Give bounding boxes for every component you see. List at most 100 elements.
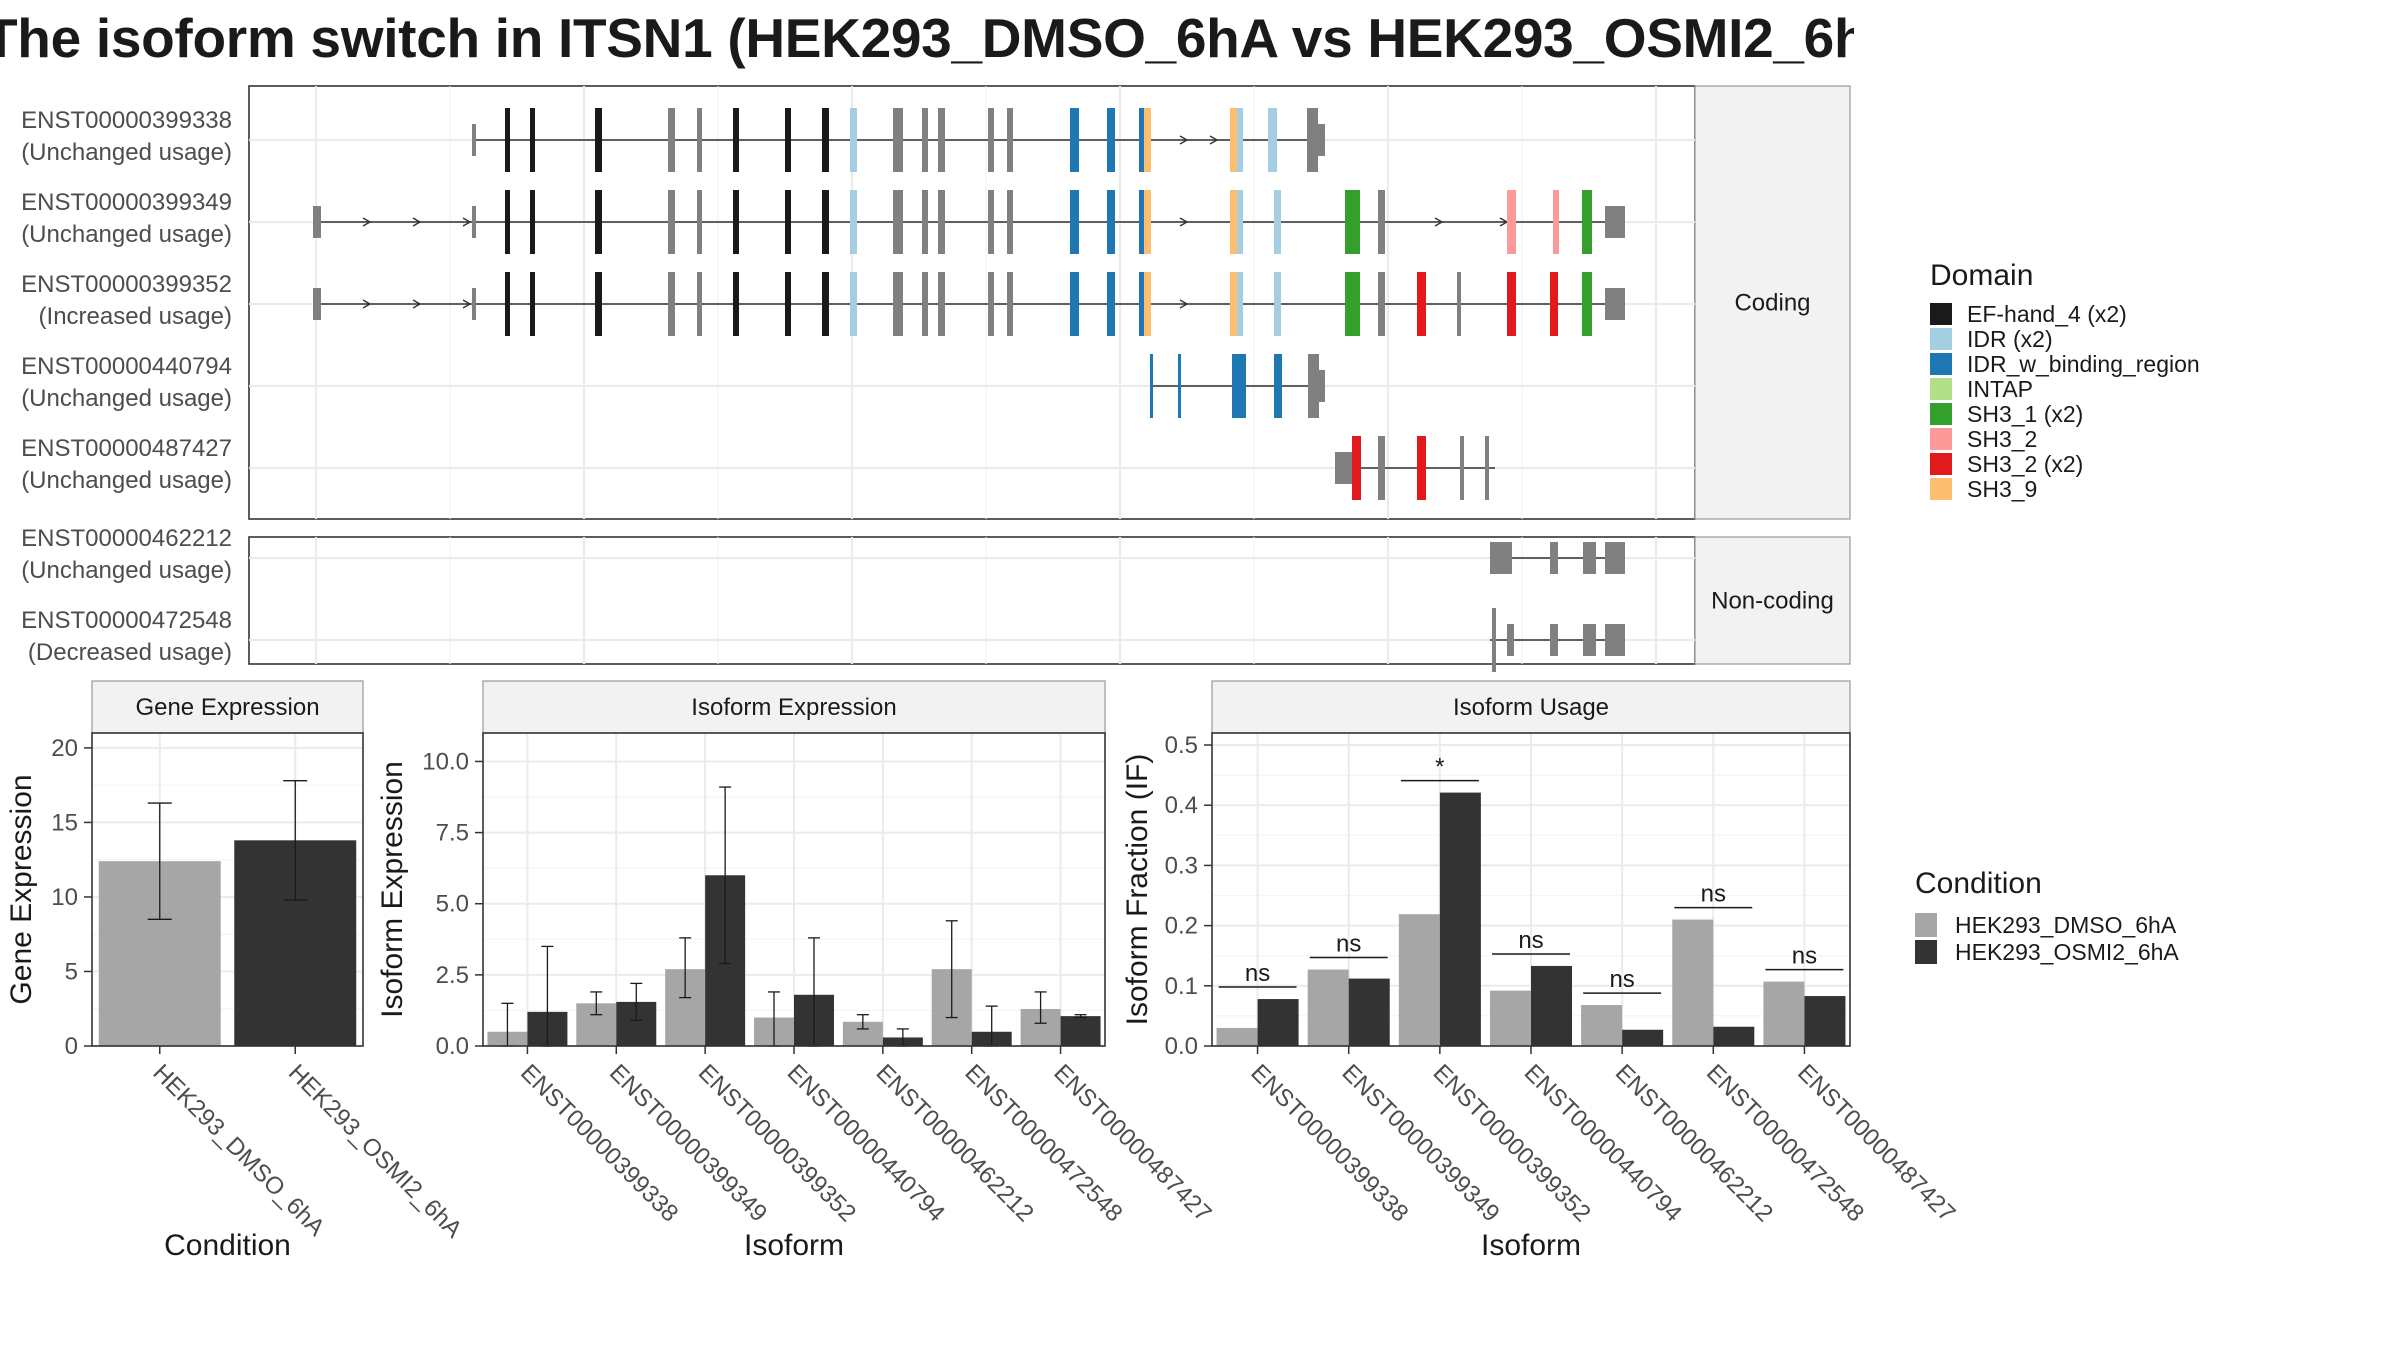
transcript-ENST00000487427 <box>1335 436 1495 500</box>
exon <box>1268 108 1277 172</box>
structure-panel-border <box>248 536 1696 665</box>
y-tick-label: 0.3 <box>1165 852 1198 879</box>
isoform-usage-label: (Unchanged usage) <box>21 139 232 166</box>
significance-label: ns <box>1609 966 1634 993</box>
significance-label: ns <box>1792 943 1817 970</box>
isoform-usage-label: (Increased usage) <box>39 303 232 330</box>
y-tick-label: 7.5 <box>436 820 469 847</box>
exon <box>1553 190 1559 254</box>
exon <box>1583 542 1596 574</box>
exon <box>668 190 675 254</box>
exon <box>1378 272 1385 336</box>
exon <box>1605 288 1625 320</box>
exon <box>313 288 321 320</box>
y-tick-label: 0.0 <box>436 1033 469 1060</box>
exon <box>595 272 602 336</box>
exon <box>505 190 510 254</box>
exon <box>922 108 928 172</box>
exon <box>697 190 702 254</box>
bar <box>1489 990 1531 1046</box>
domain-legend-label: IDR_w_binding_region <box>1967 351 2200 377</box>
exon <box>1144 272 1151 336</box>
isoform-label: ENST00000462212 <box>21 525 232 552</box>
facet-strip <box>1211 680 1851 734</box>
exon <box>1492 608 1496 672</box>
exon <box>595 108 602 172</box>
x-tick-label: ENST00000399349 <box>604 1059 772 1227</box>
facet-strip <box>91 680 364 734</box>
structure-panel-border <box>248 85 1696 520</box>
strand-arrow <box>462 217 472 227</box>
transcript-ENST00000399349 <box>313 190 1625 254</box>
exon <box>1345 190 1360 254</box>
bar <box>1398 914 1440 1046</box>
y-tick-label: 10 <box>51 884 78 911</box>
exon <box>822 108 829 172</box>
exon <box>1605 542 1625 574</box>
bar <box>1439 792 1481 1046</box>
exon <box>1605 624 1625 656</box>
exon <box>1070 108 1079 172</box>
exon <box>822 190 829 254</box>
y-tick-label: 20 <box>51 735 78 762</box>
exon <box>1237 190 1243 254</box>
exon <box>1144 108 1151 172</box>
domain-legend-label: SH3_1 (x2) <box>1967 401 2083 427</box>
facet-strip-coding <box>1694 85 1851 520</box>
facet-strip-coding-label: Coding <box>1734 290 1810 317</box>
condition-legend-label: HEK293_DMSO_6hA <box>1955 912 2177 938</box>
isoform-label: ENST00000440794 <box>21 353 232 380</box>
strand-arrow <box>1434 217 1444 227</box>
condition-legend-title: Condition <box>1915 867 2042 900</box>
exon <box>1490 542 1512 574</box>
exon <box>1139 108 1145 172</box>
significance-label: ns <box>1701 881 1726 908</box>
exon <box>1237 272 1243 336</box>
y-tick-label: 15 <box>51 809 78 836</box>
transcript-ENST00000399352 <box>313 272 1625 336</box>
exon <box>505 272 510 336</box>
strand-arrow <box>1209 135 1219 145</box>
y-tick-label: 0.1 <box>1165 973 1198 1000</box>
strand-arrow <box>1179 299 1189 309</box>
y-tick-label: 2.5 <box>436 962 469 989</box>
significance-label: * <box>1435 754 1444 781</box>
strand-arrow <box>362 299 372 309</box>
exon <box>938 272 945 336</box>
plot-border <box>482 732 1106 1047</box>
exon <box>1230 272 1237 336</box>
significance-label: ns <box>1336 931 1361 958</box>
exon <box>1550 624 1558 656</box>
exon <box>922 272 928 336</box>
exon <box>1107 190 1115 254</box>
exon <box>785 108 791 172</box>
x-tick-label: ENST00000399338 <box>515 1059 683 1227</box>
exon <box>1307 108 1318 172</box>
exon <box>1232 354 1246 418</box>
y-tick-label: 10.0 <box>422 748 469 775</box>
bar <box>1531 965 1573 1046</box>
exon <box>785 272 791 336</box>
domain-legend-swatch <box>1930 428 1952 450</box>
exon <box>1070 272 1079 336</box>
condition-legend-label: HEK293_OSMI2_6hA <box>1955 939 2179 965</box>
exon <box>1007 272 1013 336</box>
exon <box>1605 206 1625 238</box>
y-tick-label: 5.0 <box>436 891 469 918</box>
exon <box>1070 190 1079 254</box>
strand-arrow <box>412 217 422 227</box>
exon <box>697 108 702 172</box>
x-tick-label: ENST00000399349 <box>1336 1059 1504 1227</box>
exon <box>1378 436 1385 500</box>
domain-legend-title: Domain <box>1930 259 2033 292</box>
y-tick-label: 0.0 <box>1165 1033 1198 1060</box>
domain-legend-swatch <box>1930 453 1952 475</box>
x-tick-label: ENST00000399352 <box>693 1059 861 1227</box>
exon <box>1550 272 1558 336</box>
exon <box>1107 108 1115 172</box>
strand-arrow <box>462 299 472 309</box>
exon <box>505 108 510 172</box>
facet-strip-label: Isoform Expression <box>691 694 896 721</box>
exon <box>697 272 702 336</box>
exon <box>733 272 739 336</box>
